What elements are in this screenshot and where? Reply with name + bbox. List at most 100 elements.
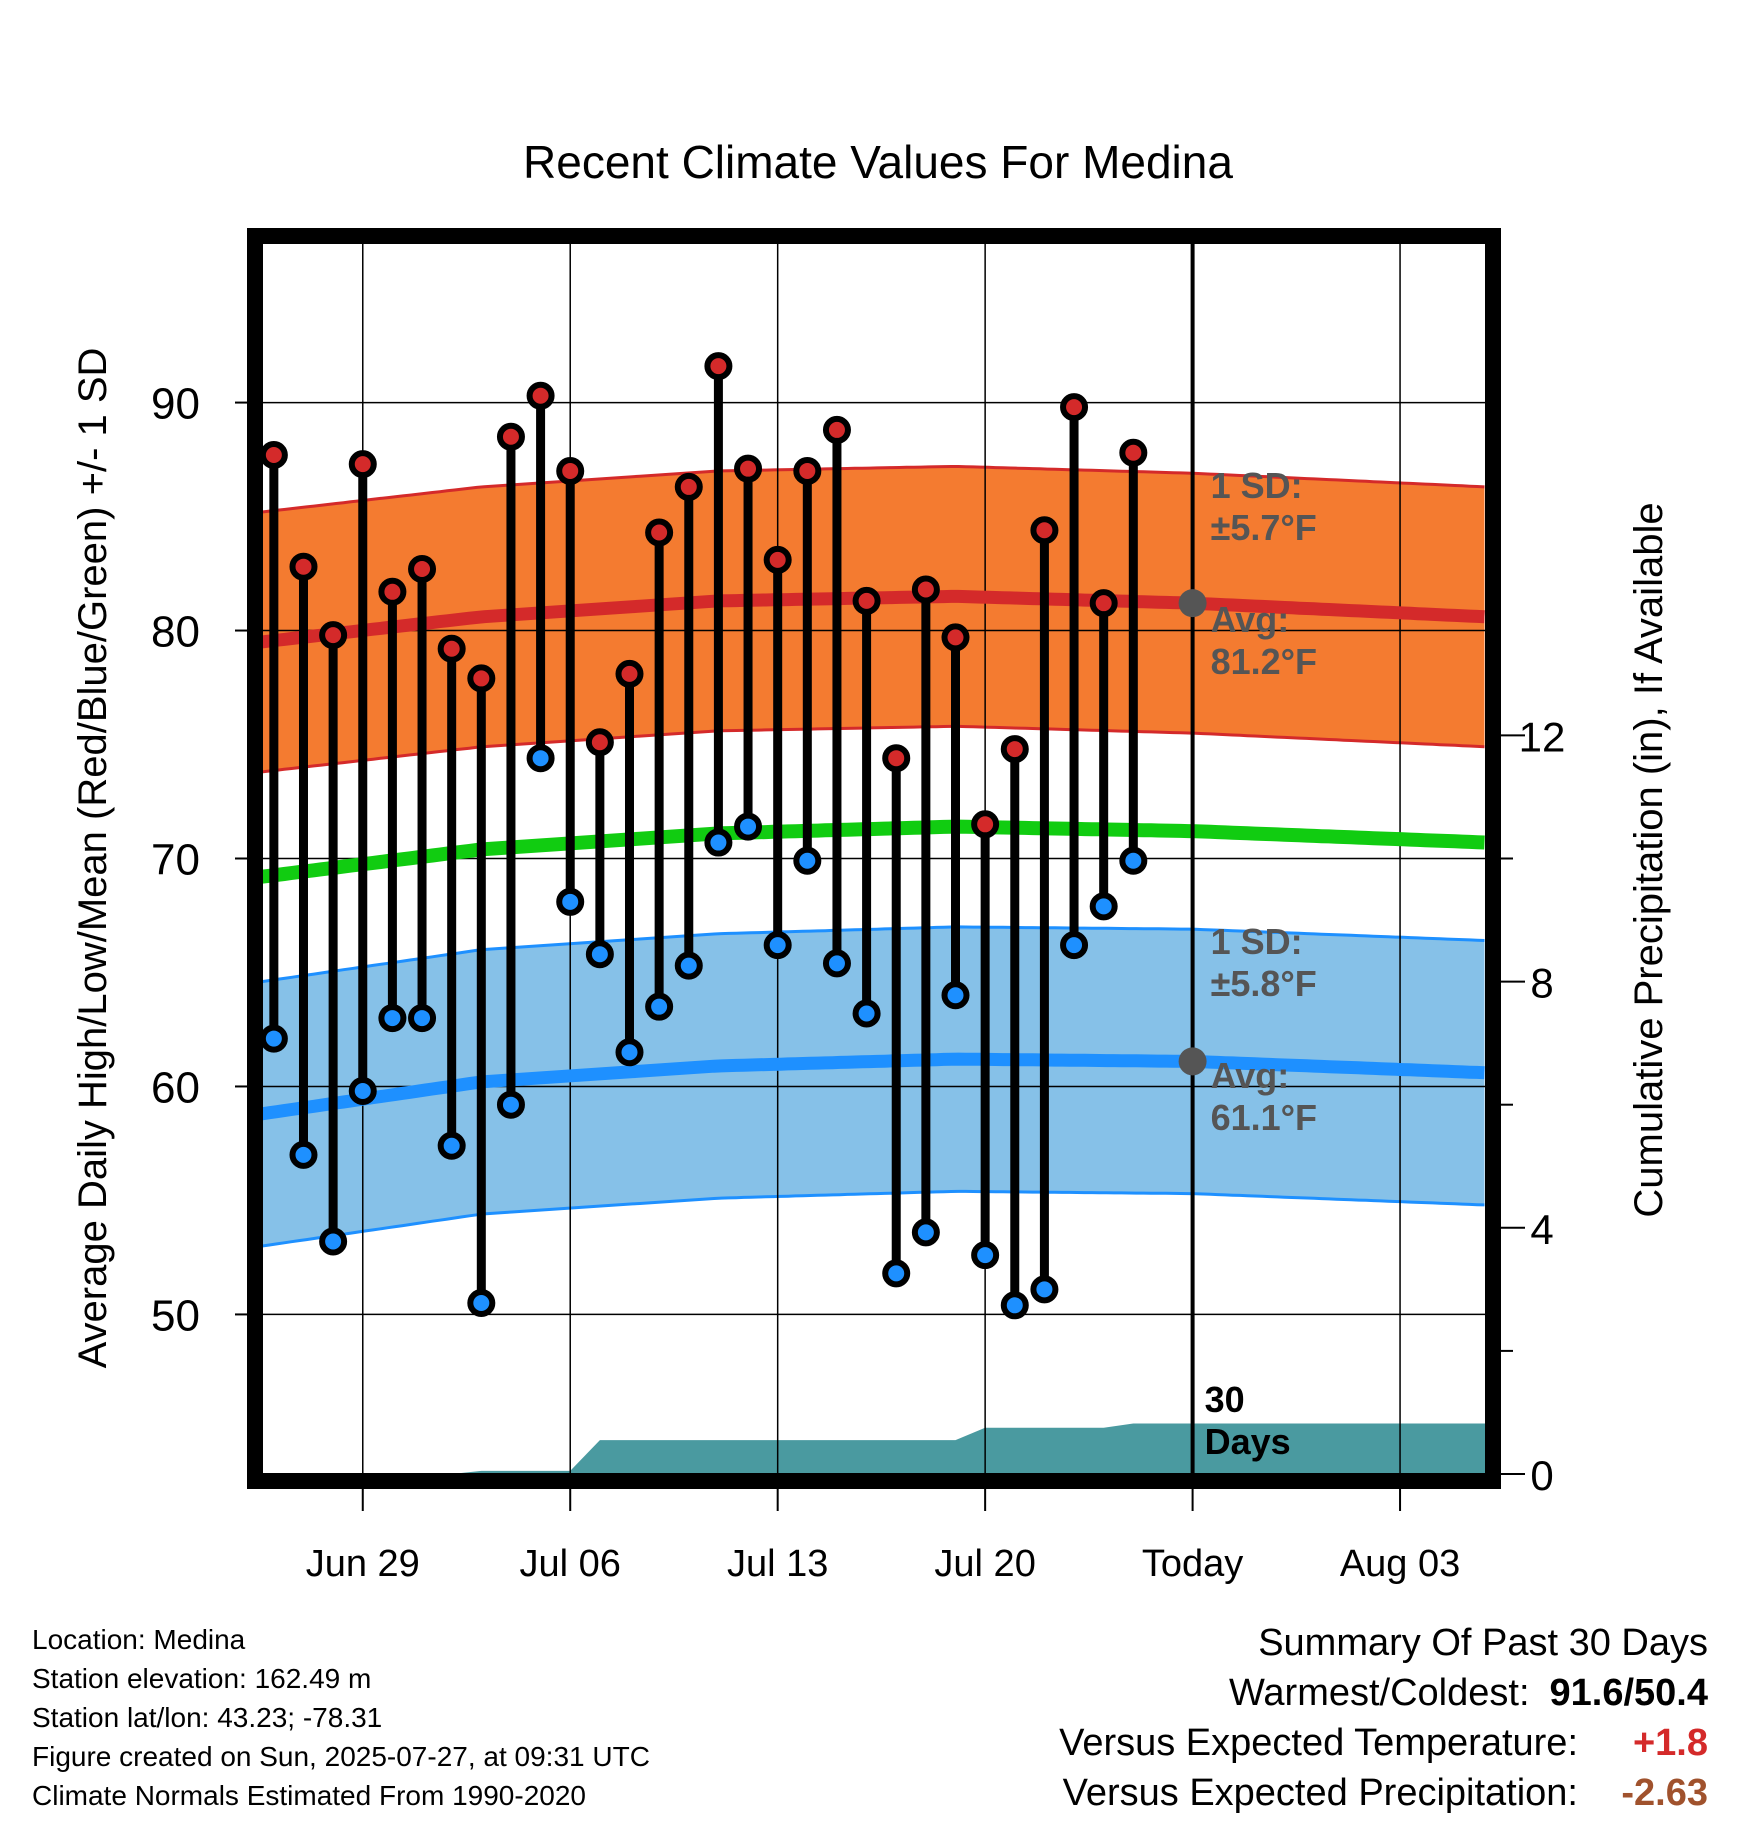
low-point — [437, 1131, 466, 1160]
latlon-text: Station lat/lon: 43.23; -78.31 — [32, 1702, 383, 1733]
low-sd-upper-edge — [262, 925, 1485, 984]
x-tick-label: Today — [1142, 1543, 1243, 1585]
high-point — [704, 352, 733, 381]
summary-title: Summary Of Past 30 Days — [1258, 1622, 1708, 1664]
x-tick-label: Jun 29 — [306, 1543, 420, 1585]
high-point — [319, 621, 348, 650]
x-tick-label: Aug 03 — [1340, 1543, 1460, 1585]
high-point — [378, 577, 407, 606]
created-text: Figure created on Sun, 2025-07-27, at 09… — [32, 1741, 650, 1772]
y-tick-label: 60 — [151, 1063, 200, 1112]
location-text: Location: Medina — [32, 1624, 246, 1655]
precip-vs-expected-value: -2.63 — [1621, 1772, 1708, 1814]
low-sd-value: ±5.8°F — [1211, 963, 1317, 1004]
precip-vs-expected-row: Versus Expected Precipitation: -2.63 — [1059, 1768, 1708, 1818]
low-point — [763, 931, 792, 960]
high-point — [585, 728, 614, 757]
high-sd-lower-edge — [262, 724, 1485, 774]
temp-vs-expected-value: +1.8 — [1632, 1722, 1708, 1764]
y-tick-label: 80 — [151, 608, 200, 657]
high-point — [496, 422, 525, 451]
high-point — [1030, 516, 1059, 545]
low-point — [289, 1140, 318, 1169]
high-sd-label: 1 SD: — [1211, 465, 1303, 506]
low-point — [822, 949, 851, 978]
high-point — [1089, 589, 1118, 618]
high-point — [437, 634, 466, 663]
window-label-unit: Days — [1205, 1421, 1291, 1462]
warmest-coldest-label: Warmest/Coldest: — [1228, 1672, 1530, 1714]
mean-avg-line — [262, 819, 1485, 884]
high-point — [289, 552, 318, 581]
temp-vs-expected-row: Versus Expected Temperature: +1.8 — [1059, 1718, 1708, 1768]
summary-panel: Summary Of Past 30 Days Warmest/Coldest:… — [1059, 1618, 1708, 1818]
high-point — [674, 472, 703, 501]
low-point — [674, 951, 703, 980]
high-point — [852, 586, 881, 615]
low-point — [734, 812, 763, 841]
low-sd-lower-edge — [262, 1189, 1485, 1248]
low-point — [1119, 846, 1148, 875]
chart-title: Recent Climate Values For Medina — [523, 136, 1233, 188]
x-tick-label: Jul 20 — [934, 1543, 1035, 1585]
low-point — [262, 1024, 288, 1053]
high-point — [348, 450, 377, 479]
x-tick-label: Jul 06 — [520, 1543, 621, 1585]
high-point — [971, 810, 1000, 839]
low-avg-marker — [1178, 1047, 1207, 1076]
high-point — [941, 623, 970, 652]
elevation-text: Station elevation: 162.49 m — [32, 1663, 372, 1694]
warmest-coldest-value: 91.6/50.4 — [1549, 1672, 1708, 1714]
low-sd-label: 1 SD: — [1211, 921, 1303, 962]
y2-tick-label: 8 — [1530, 960, 1553, 1007]
low-avg-label: Avg: — [1211, 1055, 1290, 1096]
normals-text: Climate Normals Estimated From 1990-2020 — [32, 1780, 586, 1811]
high-point — [1119, 438, 1148, 467]
y2-tick-label: 12 — [1519, 713, 1566, 760]
high-point — [467, 664, 496, 693]
window-label-count: 30 — [1205, 1379, 1245, 1420]
low-avg-value: 61.1°F — [1211, 1097, 1317, 1138]
low-point — [704, 828, 733, 857]
high-point — [793, 456, 822, 485]
station-info: Location: Medina Station elevation: 162.… — [32, 1620, 650, 1815]
precip-area — [262, 1423, 1486, 1474]
x-tick-label: Jul 13 — [727, 1543, 828, 1585]
low-avg-line — [262, 1052, 1485, 1121]
y2-tick-label: 0 — [1530, 1452, 1553, 1499]
high-point — [734, 454, 763, 483]
low-point — [319, 1227, 348, 1256]
low-point — [1000, 1291, 1029, 1320]
high-avg-marker — [1178, 589, 1207, 618]
precip-vs-expected-label: Versus Expected Precipitation: — [1062, 1772, 1578, 1814]
warmest-coldest-row: Warmest/Coldest: 91.6/50.4 — [1059, 1668, 1708, 1718]
y-tick-label: 90 — [151, 380, 200, 429]
low-point — [348, 1077, 377, 1106]
high-avg-label: Avg: — [1211, 599, 1290, 640]
high-point — [408, 554, 437, 583]
high-point — [911, 575, 940, 604]
high-point — [526, 381, 555, 410]
low-point — [1030, 1275, 1059, 1304]
y-tick-label: 50 — [151, 1291, 200, 1340]
y2-axis-title: Cumulative Precipitation (in), If Availa… — [1627, 502, 1671, 1217]
high-point — [822, 415, 851, 444]
low-point — [1089, 892, 1118, 921]
low-point — [852, 999, 881, 1028]
low-point — [882, 1259, 911, 1288]
y-tick-label: 70 — [151, 836, 200, 885]
low-point — [526, 744, 555, 773]
low-point — [1060, 931, 1089, 960]
high-point — [1000, 735, 1029, 764]
high-avg-value: 81.2°F — [1211, 641, 1317, 682]
low-point — [378, 1004, 407, 1033]
low-point — [911, 1218, 940, 1247]
high-point — [262, 441, 288, 470]
high-point — [1060, 393, 1089, 422]
low-point — [941, 981, 970, 1010]
low-point — [793, 846, 822, 875]
plot-frame — [247, 228, 1501, 1489]
low-point — [645, 992, 674, 1021]
high-sd-value: ±5.7°F — [1211, 507, 1317, 548]
low-point — [971, 1241, 1000, 1270]
